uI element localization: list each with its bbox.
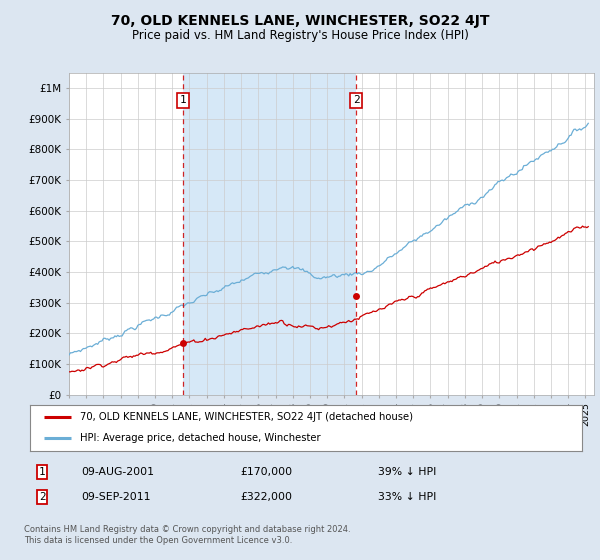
Text: 2: 2: [353, 95, 359, 105]
Text: 33% ↓ HPI: 33% ↓ HPI: [378, 492, 436, 502]
Text: 1: 1: [39, 467, 45, 477]
Text: 70, OLD KENNELS LANE, WINCHESTER, SO22 4JT: 70, OLD KENNELS LANE, WINCHESTER, SO22 4…: [111, 14, 489, 28]
Text: Contains HM Land Registry data © Crown copyright and database right 2024.
This d: Contains HM Land Registry data © Crown c…: [24, 525, 350, 545]
Text: 1: 1: [179, 95, 186, 105]
Text: 39% ↓ HPI: 39% ↓ HPI: [378, 467, 436, 477]
Text: 2: 2: [39, 492, 45, 502]
Text: HPI: Average price, detached house, Winchester: HPI: Average price, detached house, Winc…: [80, 433, 320, 444]
Text: Price paid vs. HM Land Registry's House Price Index (HPI): Price paid vs. HM Land Registry's House …: [131, 29, 469, 42]
Text: 70, OLD KENNELS LANE, WINCHESTER, SO22 4JT (detached house): 70, OLD KENNELS LANE, WINCHESTER, SO22 4…: [80, 412, 413, 422]
Text: 09-SEP-2011: 09-SEP-2011: [81, 492, 151, 502]
Text: £170,000: £170,000: [240, 467, 292, 477]
Text: 09-AUG-2001: 09-AUG-2001: [81, 467, 154, 477]
Bar: [183, 73, 356, 395]
Text: £322,000: £322,000: [240, 492, 292, 502]
